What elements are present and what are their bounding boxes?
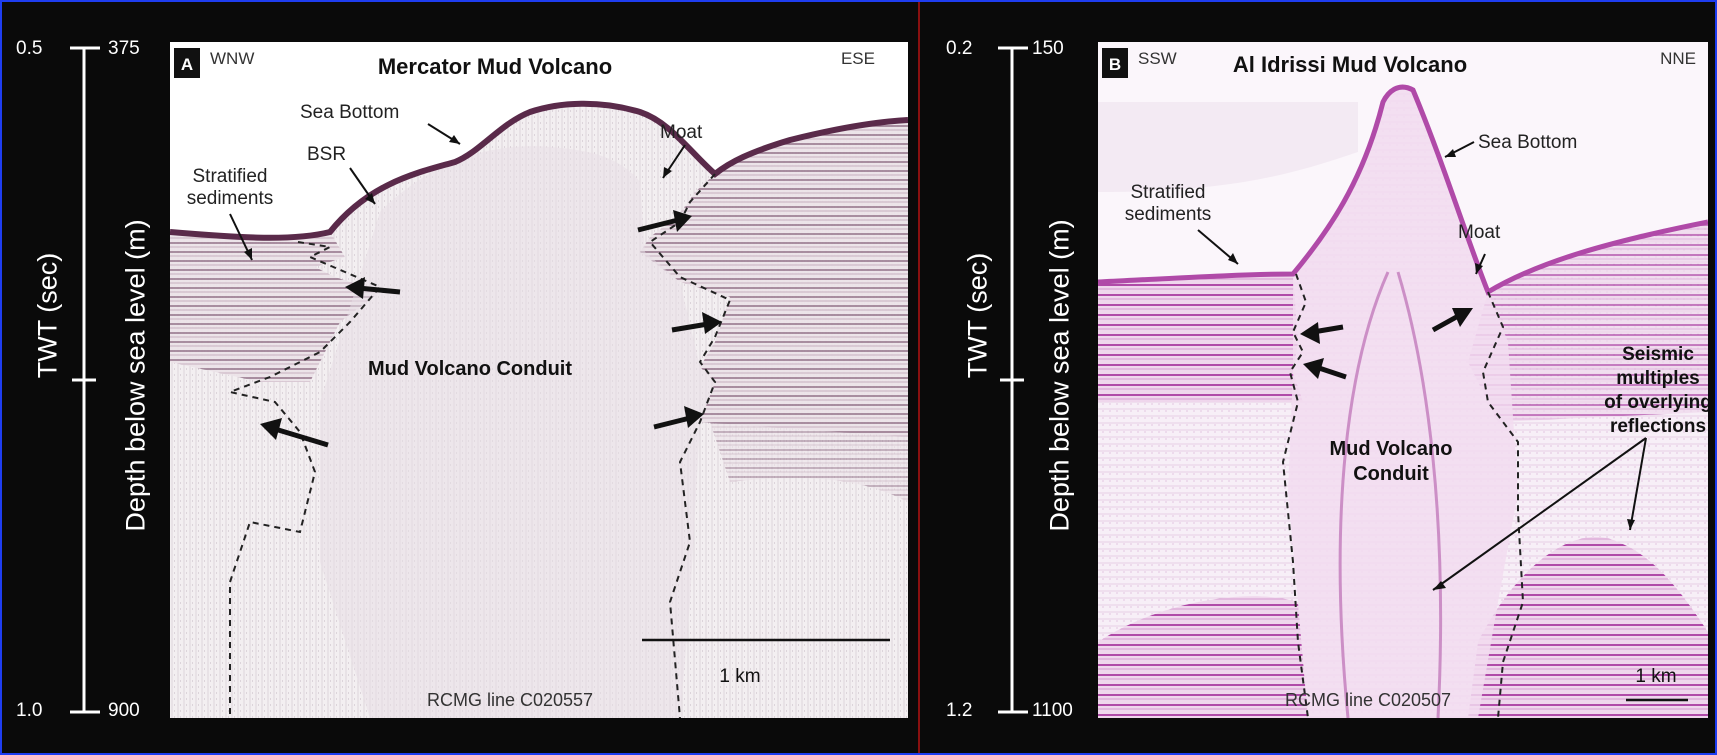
conduit-label: Mud Volcano Conduit [368, 358, 572, 380]
twt-bottom-tick-label: 1.2 [946, 700, 973, 721]
panel-title-a: Mercator Mud Volcano [378, 54, 612, 79]
depth-top-tick-label: 150 [1032, 38, 1064, 59]
depth-axis-title: Depth below sea level (m) [121, 206, 152, 546]
panel-letter-a: A [181, 55, 193, 74]
depth-axis-title: Depth below sea level (m) [1045, 206, 1076, 546]
bsr-label: BSR [307, 144, 346, 165]
twt-bottom-tick-label: 1.0 [16, 700, 43, 721]
twt-unit: (sec) [32, 252, 63, 313]
stratified-label-line1: Stratified [1131, 182, 1206, 203]
line-id-a: RCMG line C020557 [427, 690, 593, 710]
twt-label: TWT [32, 320, 63, 379]
twt-top-tick-label: 0.5 [16, 38, 43, 59]
panel-b: 0.2 1.2 150 1100 TWT (sec) Depth below s… [920, 0, 1717, 755]
multiples-label-line4: reflections [1610, 416, 1706, 437]
stratified-label-line1: Stratified [193, 166, 268, 187]
panel-a: 0.5 1.0 375 900 TWT (sec) Depth below se… [16, 38, 908, 721]
seismic-profile-b: B SSW NNE Al Idrissi Mud Volcano Sea Bot… [1098, 42, 1708, 718]
depth-scale-bar [998, 46, 1028, 714]
panel-divider [918, 0, 920, 755]
twt-unit: (sec) [962, 252, 993, 313]
multiples-label-line3: of overlying [1604, 392, 1708, 413]
stratified-label-line2: sediments [187, 188, 274, 209]
conduit-label-line1: Mud Volcano [1330, 438, 1453, 460]
depth-scale-bar [70, 46, 100, 714]
depth-unit: (m) [1044, 219, 1075, 260]
sea-bottom-label: Sea Bottom [300, 102, 399, 123]
direction-nne: NNE [1660, 49, 1696, 68]
moat-label: Moat [660, 122, 703, 143]
scale-bar-label-a: 1 km [719, 666, 760, 687]
twt-top-tick-label: 0.2 [946, 38, 973, 59]
panel-letter-b: B [1109, 55, 1121, 74]
conduit-label-line2: Conduit [1353, 463, 1429, 485]
stratified-label-line2: sediments [1125, 204, 1212, 225]
line-id-b: RCMG line C020507 [1285, 690, 1451, 710]
twt-axis-title: TWT (sec) [33, 246, 64, 386]
depth-bottom-tick-label: 900 [108, 700, 140, 721]
multiples-label-line1: Seismic [1622, 344, 1694, 365]
depth-bottom-tick-label: 1100 [1032, 700, 1073, 721]
seismic-profile-a: A WNW ESE Mercator Mud Volcano Sea Botto… [170, 42, 908, 718]
arrow-icons [1300, 308, 1473, 380]
depth-label: Depth below sea level [120, 267, 151, 532]
direction-ese: ESE [841, 49, 875, 68]
depth-label: Depth below sea level [1044, 267, 1075, 532]
twt-label: TWT [962, 320, 993, 379]
direction-wnw: WNW [210, 49, 254, 68]
panel-title-b: Al Idrissi Mud Volcano [1233, 52, 1467, 77]
twt-axis-title: TWT (sec) [963, 246, 994, 386]
depth-top-tick-label: 375 [108, 38, 140, 59]
moat-label: Moat [1458, 222, 1501, 243]
sea-bottom-label: Sea Bottom [1478, 132, 1577, 153]
arrow-icons [260, 210, 722, 448]
depth-unit: (m) [120, 219, 151, 260]
direction-ssw: SSW [1138, 49, 1177, 68]
scale-bar-label-b: 1 km [1635, 666, 1676, 687]
multiples-label-line2: multiples [1616, 368, 1699, 389]
